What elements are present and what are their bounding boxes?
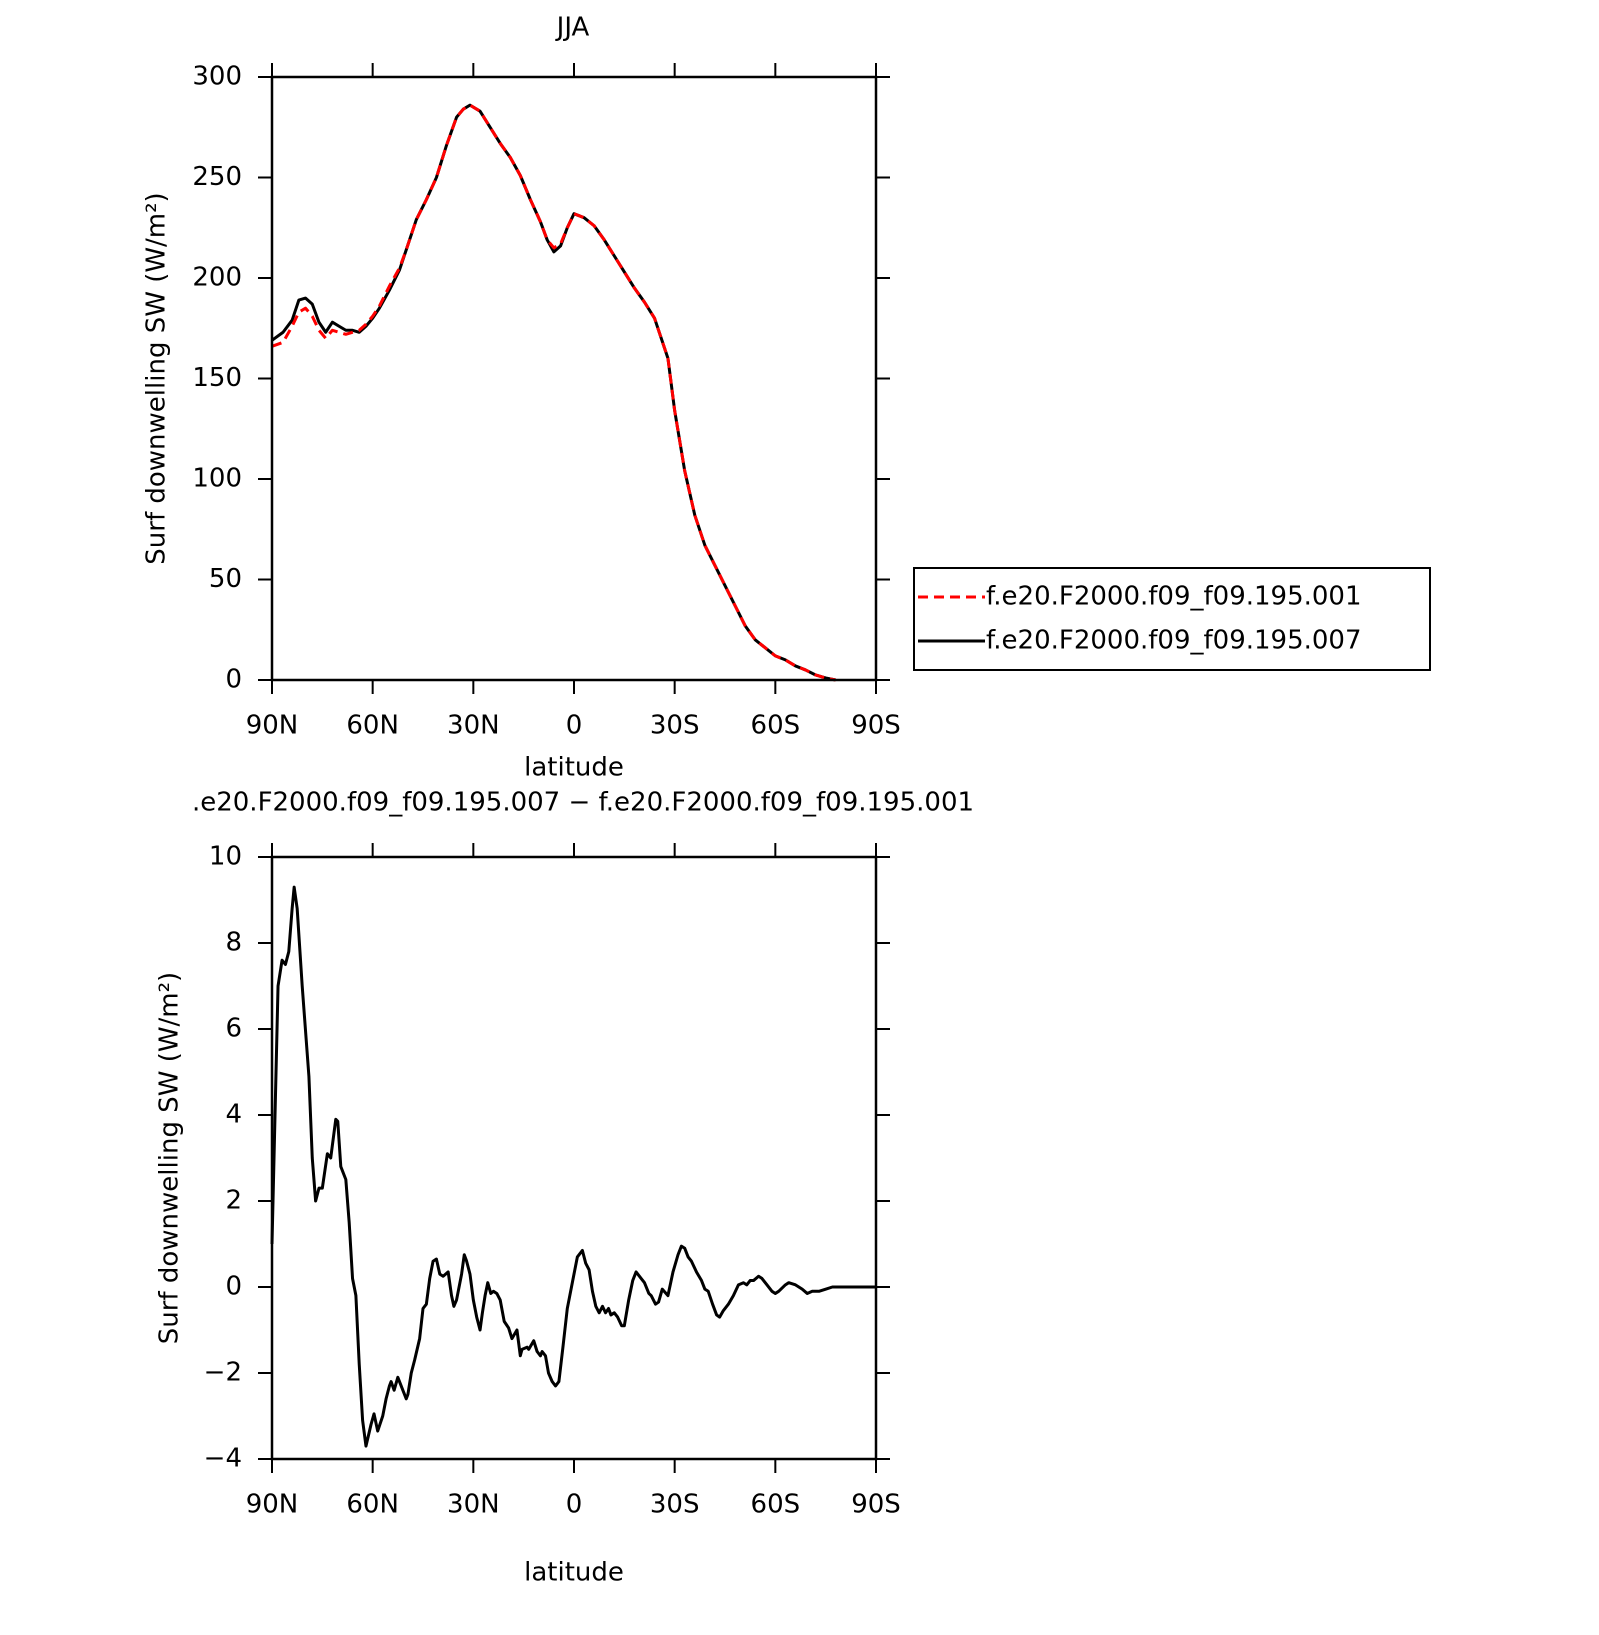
y-tick-label: −2 bbox=[204, 1358, 242, 1388]
x-tick-label: 0 bbox=[566, 711, 583, 741]
y-tick-label: 4 bbox=[225, 1100, 242, 1130]
x-tick-label: 30N bbox=[447, 711, 500, 741]
y-axis-label: Surf downwelling SW (W/m²) bbox=[142, 192, 172, 564]
y-tick-label: 50 bbox=[209, 564, 242, 594]
plot-frame bbox=[270, 855, 878, 1461]
x-tick-label: 90S bbox=[851, 1490, 901, 1520]
series-line bbox=[271, 103, 837, 682]
y-tick-label: 6 bbox=[225, 1014, 242, 1044]
y-tick-label: 2 bbox=[225, 1186, 242, 1216]
legend-label: f.e20.F2000.f09_f09.195.007 bbox=[986, 626, 1362, 656]
chart-title: JJA bbox=[555, 13, 590, 43]
x-tick-label: 60S bbox=[751, 1490, 801, 1520]
x-axis-label: latitude bbox=[524, 753, 624, 783]
x-tick-label: 30N bbox=[447, 1490, 500, 1520]
y-tick-label: 0 bbox=[225, 665, 242, 695]
x-tick-label: 30S bbox=[650, 711, 700, 741]
y-tick-label: 150 bbox=[192, 363, 242, 393]
y-tick-label: 300 bbox=[192, 62, 242, 92]
x-tick-label: 90N bbox=[246, 1490, 299, 1520]
x-tick-label: 60N bbox=[346, 711, 399, 741]
x-tick-label: 0 bbox=[566, 1490, 583, 1520]
y-tick-label: −4 bbox=[204, 1444, 242, 1474]
x-tick-label: 60S bbox=[751, 711, 801, 741]
y-tick-label: 10 bbox=[209, 842, 242, 872]
chart-title: .e20.F2000.f09_f09.195.007 − f.e20.F2000… bbox=[192, 788, 974, 818]
x-tick-label: 90N bbox=[246, 711, 299, 741]
y-tick-label: 8 bbox=[225, 928, 242, 958]
legend-box bbox=[913, 567, 1431, 671]
y-tick-label: 250 bbox=[192, 162, 242, 192]
x-tick-label: 60N bbox=[346, 1490, 399, 1520]
plot-frame bbox=[270, 75, 878, 682]
y-axis-label: Surf downwelling SW (W/m²) bbox=[155, 972, 185, 1344]
y-tick-label: 0 bbox=[225, 1272, 242, 1302]
y-tick-label: 200 bbox=[192, 263, 242, 293]
x-tick-label: 30S bbox=[650, 1490, 700, 1520]
y-tick-label: 100 bbox=[192, 464, 242, 494]
series-line bbox=[271, 103, 837, 682]
legend-label: f.e20.F2000.f09_f09.195.001 bbox=[986, 582, 1362, 612]
x-tick-label: 90S bbox=[851, 711, 901, 741]
x-axis-label: latitude bbox=[524, 1558, 624, 1588]
series-line bbox=[270, 885, 876, 1448]
